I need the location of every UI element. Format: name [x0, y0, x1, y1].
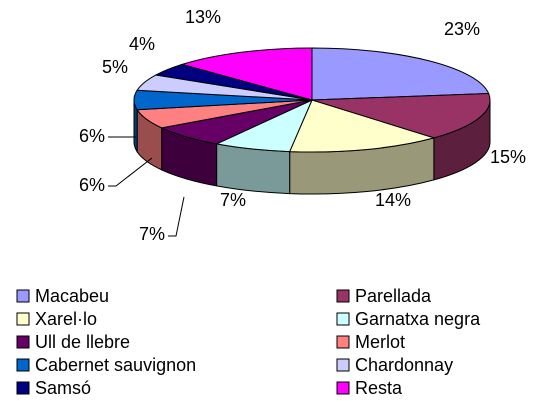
- data-label: 4%: [129, 34, 155, 54]
- legend-label: Resta: [355, 378, 403, 398]
- legend-swatch: [336, 289, 350, 303]
- data-label: 13%: [185, 7, 221, 27]
- legend-swatch: [336, 335, 350, 349]
- legend-swatch: [336, 312, 350, 326]
- legend-label: Merlot: [355, 332, 405, 352]
- slice: [180, 47, 313, 101]
- legend-swatch: [16, 358, 30, 372]
- legend-label: Xarel·lo: [35, 309, 97, 329]
- legend-label: Chardonnay: [355, 355, 453, 375]
- data-label: 14%: [375, 190, 411, 210]
- leader-line: [108, 157, 153, 187]
- legend-label: Macabeu: [35, 286, 109, 306]
- data-label: 23%: [444, 19, 480, 39]
- legend-swatch: [336, 381, 350, 395]
- legend-swatch: [336, 358, 350, 372]
- leader-line: [168, 196, 185, 237]
- data-label: 7%: [220, 190, 246, 210]
- legend-label: Cabernet sauvignon: [35, 355, 196, 375]
- legend-label: Garnatxa negra: [355, 309, 481, 329]
- legend-swatch: [16, 335, 30, 349]
- legend-swatch: [16, 312, 30, 326]
- data-label: 6%: [79, 175, 105, 195]
- legend-label: Parellada: [355, 286, 432, 306]
- legend-label: Samsó: [35, 378, 91, 398]
- legend-label: Ull de llebre: [35, 332, 130, 352]
- slice: [311, 47, 490, 101]
- data-label: 7%: [139, 224, 165, 244]
- legend-swatch: [16, 381, 30, 395]
- legend-swatch: [16, 289, 30, 303]
- slice: [288, 99, 436, 153]
- data-label: 5%: [102, 57, 128, 77]
- data-label: 15%: [490, 147, 526, 167]
- data-label: 6%: [79, 126, 105, 146]
- slice: [311, 92, 491, 139]
